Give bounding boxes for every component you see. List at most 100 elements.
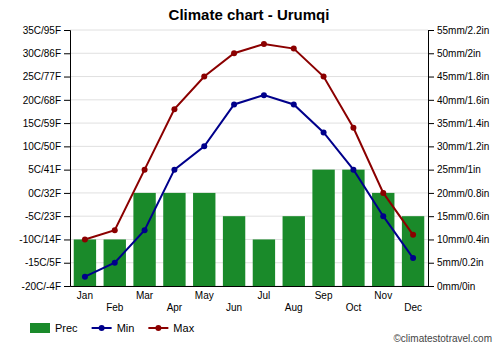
tick-mark <box>64 193 70 194</box>
marker <box>231 50 237 56</box>
marker <box>142 227 148 233</box>
x-tick-label: Oct <box>346 302 362 313</box>
line-series <box>82 92 416 280</box>
x-tick: Dec <box>404 302 422 313</box>
marker <box>350 167 356 173</box>
marker <box>261 41 267 47</box>
tick-mark <box>64 216 70 217</box>
y-axis-tick: 25C/77F <box>23 71 70 82</box>
y2-axis-tick: 10mm/0.4in <box>428 234 489 245</box>
tick-mark <box>428 77 434 78</box>
x-tick-label: Feb <box>106 302 124 313</box>
y2-axis-tick: 20mm/0.8in <box>428 188 489 199</box>
tick-mark <box>64 77 70 78</box>
tick-mark <box>64 100 70 101</box>
x-tick: May <box>195 290 214 301</box>
bar-series <box>74 170 425 286</box>
marker <box>112 227 118 233</box>
x-tick-label: Dec <box>404 302 422 313</box>
tick-label: 30mm/1.2in <box>437 141 489 152</box>
tick-label: 45mm/1.8in <box>437 71 489 82</box>
chart: JanFebMarAprMayJunJulAugSepOctNovDec-20C… <box>0 0 500 350</box>
y2-axis-tick: 0mm/0in <box>428 281 475 292</box>
marker <box>142 167 148 173</box>
legend-swatch <box>30 323 50 333</box>
bar <box>342 170 364 286</box>
marker <box>321 129 327 135</box>
x-tick-label: Jul <box>258 290 271 301</box>
bar <box>253 239 275 286</box>
tick-label: 5mm/0.2in <box>437 257 484 268</box>
legend-item: Max <box>148 322 194 334</box>
bar <box>163 193 185 286</box>
axis-line <box>429 31 435 287</box>
marker <box>410 232 416 238</box>
tick-label: 5C/41F <box>28 164 61 175</box>
x-tick: Feb <box>106 302 124 313</box>
bar <box>283 216 305 286</box>
x-axis: JanFebMarAprMayJunJulAugSepOctNovDec <box>71 287 429 314</box>
tick-label: -5C/23F <box>25 211 61 222</box>
tick-mark <box>64 53 70 54</box>
y2-axis-tick: 25mm/1in <box>428 164 481 175</box>
plot-area <box>74 41 425 286</box>
legend-label: Min <box>117 322 135 334</box>
tick-mark <box>428 216 434 217</box>
marker <box>291 46 297 52</box>
tick-label: 15C/59F <box>23 118 61 129</box>
marker <box>82 274 88 280</box>
marker <box>201 74 207 80</box>
x-tick: Jan <box>77 290 93 301</box>
tick-mark <box>428 146 434 147</box>
marker <box>201 143 207 149</box>
tick-label: 25mm/1in <box>437 164 481 175</box>
grid-line <box>70 76 428 77</box>
y-axis-tick: -5C/23F <box>25 211 70 222</box>
line <box>85 95 413 277</box>
x-tick: Apr <box>167 302 183 313</box>
bar <box>223 216 245 286</box>
y-axis-tick: -10C/14F <box>19 234 70 245</box>
x-tick-label: Mar <box>136 290 154 301</box>
y2-axis-tick: 40mm/1.6in <box>428 95 489 106</box>
marker <box>171 167 177 173</box>
tick-mark <box>64 239 70 240</box>
legend: Prec Min Max <box>30 322 195 334</box>
x-tick: Sep <box>315 290 333 301</box>
marker <box>291 101 297 107</box>
tick-label: 30C/86F <box>23 48 61 59</box>
legend-label: Prec <box>55 322 78 334</box>
tick-mark <box>428 239 434 240</box>
x-tick: Nov <box>374 290 392 301</box>
tick-label: 0mm/0in <box>437 281 475 292</box>
tick-label: 35mm/1.4in <box>437 118 489 129</box>
y2-axis-tick: 50mm/2in <box>428 48 481 59</box>
tick-label: 40mm/1.6in <box>437 95 489 106</box>
x-tick-label: Aug <box>285 302 303 313</box>
y2-axis-tick: 35mm/1.4in <box>428 118 489 129</box>
y2-axis-tick: 15mm/0.6in <box>428 211 489 222</box>
y2-axis: 0mm/0in 5mm/0.2in 10mm/0.4in 15mm/0.6in 20mm… <box>428 25 489 292</box>
bar <box>193 193 215 286</box>
bar <box>74 239 96 286</box>
y-axis-tick: 20C/68F <box>23 95 70 106</box>
bar <box>312 170 334 286</box>
y-axis-tick: 10C/50F <box>23 141 70 152</box>
line <box>85 44 413 239</box>
axis-line <box>71 286 429 287</box>
x-tick: Oct <box>346 302 362 313</box>
legend-swatch <box>99 325 105 331</box>
x-tick-label: May <box>195 290 214 301</box>
tick-label: 15mm/0.6in <box>437 211 489 222</box>
y-axis-tick: 15C/59F <box>23 118 70 129</box>
tick-mark <box>428 123 434 124</box>
legend-item: Prec <box>30 322 78 334</box>
tick-label: 20C/68F <box>23 95 61 106</box>
tick-label: 25C/77F <box>23 71 61 82</box>
marker <box>261 92 267 98</box>
marker <box>82 236 88 242</box>
marker <box>350 125 356 131</box>
y-axis-tick: 30C/86F <box>23 48 70 59</box>
marker <box>112 260 118 266</box>
x-tick: Jul <box>258 290 271 301</box>
